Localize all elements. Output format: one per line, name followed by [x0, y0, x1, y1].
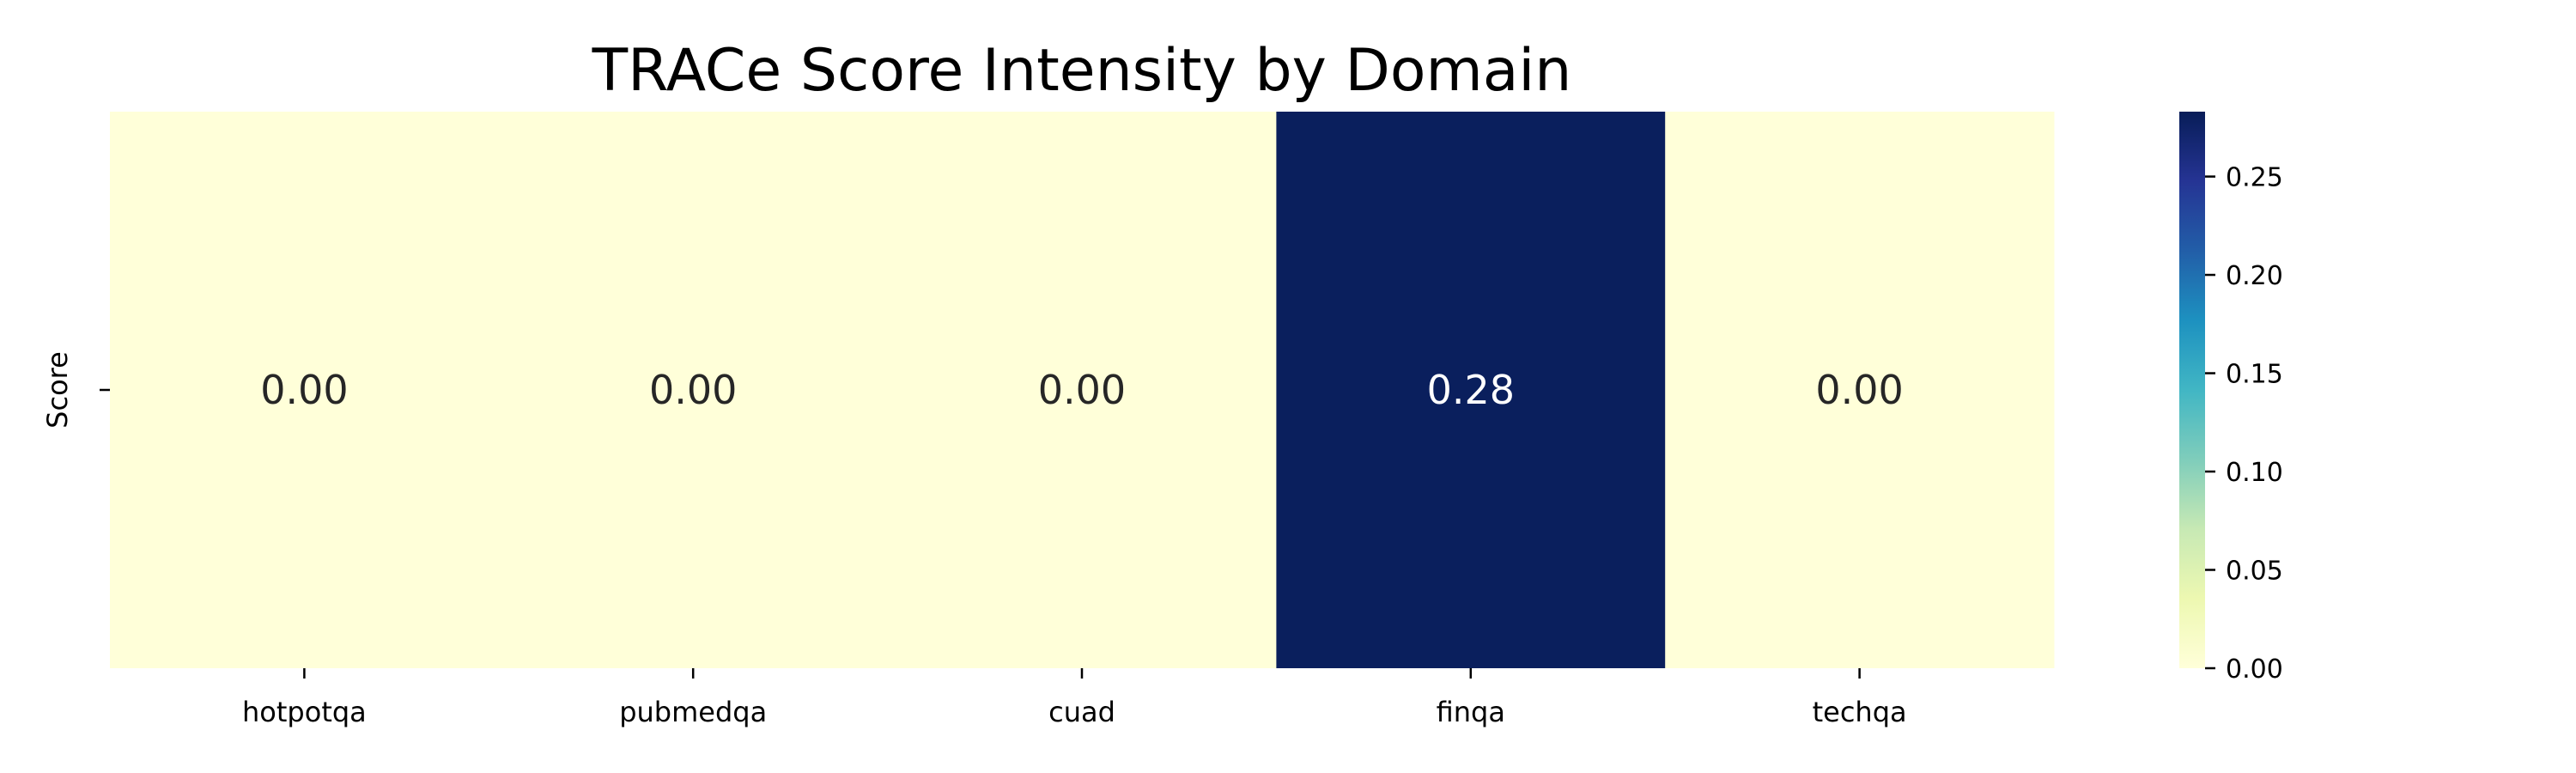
y-tick-label: Score: [41, 351, 74, 429]
colorbar-tick-label: 0.15: [2226, 360, 2283, 390]
colorbar-tick-label: 0.10: [2226, 458, 2283, 488]
colorbar-tick-label: 0.05: [2226, 557, 2283, 587]
colorbar: 0.00 0.05 0.10 0.15 0.20 0.25: [2179, 112, 2283, 685]
colorbar-tick-label: 0.00: [2226, 654, 2283, 685]
heatmap-cell-finqa: [1276, 112, 1666, 668]
heatmap-cell-pubmedqa: [498, 112, 889, 668]
cell-value-label-finqa: 0.28: [1427, 367, 1515, 413]
cell-value-label-hotpotqa: 0.00: [260, 367, 348, 413]
colorbar-tick-label: 0.20: [2226, 261, 2283, 291]
x-tick-label-pubmedqa: pubmedqa: [619, 696, 767, 728]
x-axis: hotpotqa pubmedqa cuad finqa techqa: [242, 668, 1907, 728]
colorbar-tick-label: 0.25: [2226, 163, 2283, 193]
x-tick-label-techqa: techqa: [1813, 696, 1907, 728]
cell-value-label-pubmedqa: 0.00: [649, 367, 737, 413]
chart-title: TRACe Score Intensity by Domain: [592, 37, 1572, 105]
cell-value-label-cuad: 0.00: [1038, 367, 1126, 413]
heatmap-cell-cuad: [887, 112, 1277, 668]
y-axis: Score: [41, 351, 110, 429]
heatmap-cell-techqa: [1665, 112, 2055, 668]
x-tick-label-hotpotqa: hotpotqa: [242, 696, 367, 728]
heatmap-cell-hotpotqa: [110, 112, 500, 668]
x-tick-label-finqa: finqa: [1437, 696, 1505, 728]
cell-value-label-techqa: 0.00: [1815, 367, 1903, 413]
heatmap-cells: 0.00 0.00 0.00 0.28 0.00: [110, 112, 2055, 668]
colorbar-gradient: [2179, 112, 2205, 668]
x-tick-label-cuad: cuad: [1048, 696, 1115, 728]
